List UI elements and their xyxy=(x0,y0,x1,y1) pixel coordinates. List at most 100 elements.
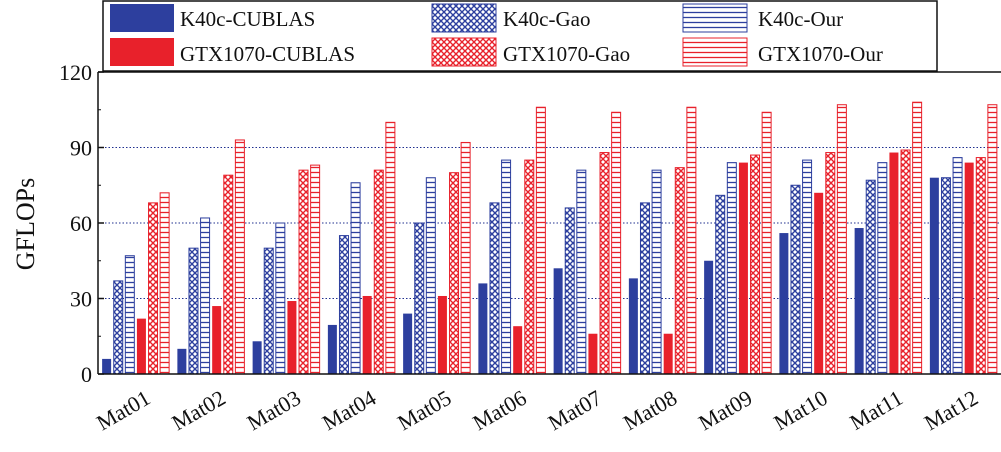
bar xyxy=(449,172,460,375)
bar xyxy=(124,255,135,375)
bar xyxy=(912,101,923,375)
bar xyxy=(704,260,714,374)
legend-swatch xyxy=(682,3,748,33)
y-axis-title: GFLOPs xyxy=(11,178,40,270)
x-tick-label: Mat10 xyxy=(769,385,831,435)
bar xyxy=(929,177,939,374)
y-tick-label: 0 xyxy=(81,362,92,387)
bar xyxy=(263,247,274,375)
bar xyxy=(674,167,685,375)
bar xyxy=(373,169,384,375)
bar xyxy=(628,278,638,374)
bar xyxy=(350,182,361,375)
bar xyxy=(790,184,801,375)
bar xyxy=(460,141,471,375)
bar xyxy=(223,174,234,375)
legend-swatch xyxy=(110,38,174,66)
bar xyxy=(287,301,297,374)
bar xyxy=(726,162,737,375)
bar xyxy=(940,177,951,375)
y-tick-label: 30 xyxy=(70,287,92,312)
bar xyxy=(188,247,199,375)
bar xyxy=(234,139,245,375)
x-tick-label: Mat08 xyxy=(619,385,681,435)
bar xyxy=(212,306,222,374)
bar xyxy=(900,149,911,375)
bar xyxy=(576,169,587,375)
bar xyxy=(535,106,546,375)
legend-label: K40c-Gao xyxy=(503,7,590,31)
bar xyxy=(489,202,500,375)
bar xyxy=(437,295,447,374)
bars xyxy=(102,101,998,375)
legend-label: GTX1070-Our xyxy=(758,42,883,66)
y-tick-label: 60 xyxy=(70,211,92,236)
y-tick-label: 120 xyxy=(59,60,92,85)
bar xyxy=(814,192,824,374)
bar xyxy=(298,169,309,375)
bar xyxy=(425,177,436,375)
bar xyxy=(779,233,789,374)
bar xyxy=(338,235,349,375)
bar xyxy=(877,162,888,375)
legend-frame xyxy=(102,0,938,72)
x-tick-label: Mat05 xyxy=(393,385,455,435)
bar xyxy=(478,283,488,374)
x-tick-label: Mat06 xyxy=(468,385,530,435)
bar xyxy=(177,348,187,374)
legend-label: GTX1070-Gao xyxy=(503,42,630,66)
x-tick-label: Mat02 xyxy=(167,385,229,435)
legend-label: GTX1070-CUBLAS xyxy=(180,42,355,66)
bar xyxy=(524,159,535,375)
bar xyxy=(200,217,211,375)
bar xyxy=(663,333,673,374)
bar xyxy=(310,164,321,375)
legend-swatch xyxy=(431,3,497,33)
bar xyxy=(889,152,899,374)
x-tick-label: Mat07 xyxy=(544,385,606,435)
bar xyxy=(975,157,986,375)
bar xyxy=(327,324,337,374)
x-tick-label: Mat09 xyxy=(694,385,756,435)
bar xyxy=(136,318,146,374)
bar xyxy=(588,333,598,374)
bar xyxy=(686,106,697,375)
bar xyxy=(639,202,650,375)
bar xyxy=(513,326,523,374)
bar xyxy=(715,194,726,375)
x-tick-label: Mat01 xyxy=(92,385,154,435)
legend: K40c-CUBLAS K40c-Gao K40c-Our GTX1070-CUBLA… xyxy=(110,3,883,67)
bar xyxy=(414,222,425,375)
gridlines xyxy=(98,147,1001,299)
bar xyxy=(599,152,610,375)
bar xyxy=(964,162,974,374)
bar xyxy=(113,280,124,375)
bar xyxy=(252,341,262,374)
y-tick-label: 90 xyxy=(70,136,92,161)
bar xyxy=(987,104,998,375)
bar xyxy=(501,159,512,375)
bar xyxy=(611,111,622,375)
bar xyxy=(403,313,413,374)
bar xyxy=(761,111,772,375)
bar xyxy=(865,179,876,375)
bar xyxy=(738,162,748,374)
bar xyxy=(825,152,836,375)
bar xyxy=(952,157,963,375)
legend-swatch xyxy=(110,4,174,32)
bar xyxy=(148,202,159,375)
legend-label: K40c-CUBLAS xyxy=(180,7,315,31)
bar xyxy=(750,154,761,375)
x-tick-label: Mat03 xyxy=(243,385,305,435)
bar xyxy=(159,192,170,375)
legend-swatch xyxy=(682,37,748,67)
x-tick-label: Mat12 xyxy=(920,385,982,435)
bar xyxy=(564,207,575,375)
bar xyxy=(102,358,112,374)
bar xyxy=(651,169,662,375)
legend-swatch xyxy=(431,37,497,67)
bar xyxy=(385,121,396,375)
x-tick-label: Mat11 xyxy=(845,385,907,435)
legend-label: K40c-Our xyxy=(758,7,843,31)
